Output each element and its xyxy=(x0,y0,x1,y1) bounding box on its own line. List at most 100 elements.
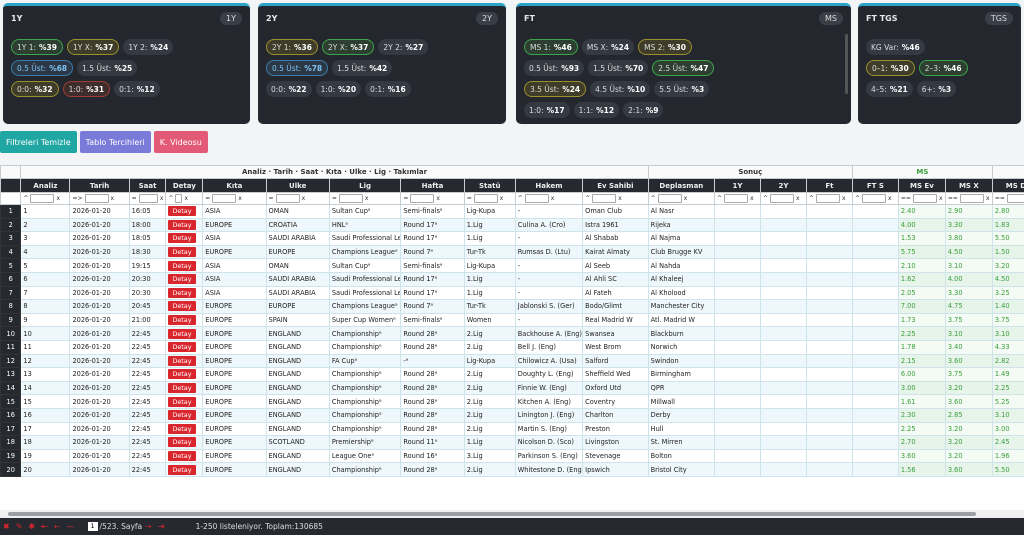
detail-button[interactable]: Detay xyxy=(168,301,196,312)
clear-filter-icon[interactable]: x xyxy=(887,195,892,202)
last-page-icon[interactable]: ⇥ xyxy=(157,522,165,531)
stat-pill[interactable]: 1.5 Üst: %25 xyxy=(77,60,138,76)
table-row[interactable]: 19 19 2026-01-20 22:45 Detay EUROPE ENGLAND Lea… xyxy=(0,448,1024,464)
column-header[interactable]: Detay xyxy=(165,178,204,193)
table-row[interactable]: 1 1 2026-01-20 16:05 Detay ASIA OMAN Sultan Cup… xyxy=(0,204,1024,219)
filter-operator[interactable]: = xyxy=(205,195,211,202)
clear-filter-icon[interactable]: x xyxy=(301,195,306,202)
column-header[interactable]: Hafta xyxy=(400,178,465,193)
clear-filter-icon[interactable]: x xyxy=(550,195,555,202)
videos-button[interactable]: K. Videosu xyxy=(153,131,208,153)
filter-input[interactable] xyxy=(657,194,682,203)
prev-page-icon[interactable]: ⇤ xyxy=(41,522,48,531)
stat-pill[interactable]: 6+: %3 xyxy=(916,81,957,97)
filter-operator[interactable]: = xyxy=(331,195,337,202)
table-row[interactable]: 18 18 2026-01-20 22:45 Detay EUROPE SCOTLAND Pr… xyxy=(0,435,1024,450)
table-row[interactable]: 13 13 2026-01-20 22:45 Detay EUROPE ENGLAND Cha… xyxy=(0,367,1024,382)
table-row[interactable]: 2 2 2026-01-20 18:00 Detay EUROPE CROATIA HNLᵃ R… xyxy=(0,217,1024,233)
table-row[interactable]: 12 12 2026-01-20 22:45 Detay EUROPE ENGLAND FA … xyxy=(0,353,1024,369)
detail-button[interactable]: Detay xyxy=(168,396,196,407)
clear-filter-icon[interactable]: x xyxy=(683,195,688,202)
stat-pill[interactable]: 1.5 Üst: %42 xyxy=(332,60,393,76)
stat-pill[interactable]: 5.5 Üst: %3 xyxy=(654,81,710,97)
table-row[interactable]: 15 15 2026-01-20 22:45 Detay EUROPE ENGLAND Cha… xyxy=(0,394,1024,409)
table-row[interactable]: 4 4 2026-01-20 18:30 Detay EUROPE EUROPE Champi… xyxy=(0,244,1024,260)
stat-pill[interactable]: 1Y 2: %24 xyxy=(123,39,174,55)
card-tag[interactable]: TGS xyxy=(984,11,1013,25)
detail-button[interactable]: Detay xyxy=(168,437,196,448)
table-row[interactable]: 5 5 2026-01-20 19:15 Detay ASIA OMAN Sultan Cup… xyxy=(0,258,1024,273)
filter-operator[interactable]: => xyxy=(72,195,83,202)
detail-button[interactable]: Detay xyxy=(168,342,196,353)
back-icon[interactable]: ⇠ xyxy=(53,522,61,531)
column-header[interactable]: Ulke xyxy=(265,178,330,193)
scrollbar-thumb[interactable] xyxy=(8,512,976,516)
stat-pill[interactable]: 0:1: %12 xyxy=(114,81,160,97)
stat-pill[interactable]: 2Y 1: %36 xyxy=(266,39,318,55)
clear-filter-icon[interactable]: x xyxy=(499,195,504,202)
column-header[interactable]: Lig xyxy=(328,178,402,193)
detail-button[interactable]: Detay xyxy=(168,410,196,421)
detail-button[interactable]: Detay xyxy=(168,450,196,461)
clear-filter-icon[interactable]: x xyxy=(985,195,990,202)
clear-filter-icon[interactable]: x xyxy=(796,195,800,202)
column-header[interactable]: Hakem xyxy=(514,178,584,193)
clear-filters-button[interactable]: Filtreleri Temizle xyxy=(0,131,77,153)
table-row[interactable]: 9 9 2026-01-20 21:00 Detay EUROPE SPAIN Super C… xyxy=(0,312,1024,328)
filter-input[interactable] xyxy=(30,194,55,203)
stat-pill[interactable]: 0.5 Üst: %78 xyxy=(266,60,329,76)
stat-pill[interactable]: MS 2: %30 xyxy=(638,39,692,55)
column-header[interactable]: Ev Sahibi xyxy=(582,178,649,193)
clear-filter-icon[interactable]: x xyxy=(841,195,846,202)
column-header[interactable]: Tarih xyxy=(69,178,130,193)
filter-operator[interactable]: ^ xyxy=(23,195,29,202)
filter-operator[interactable]: ^ xyxy=(763,195,769,202)
stat-pill[interactable]: 1:0: %31 xyxy=(62,81,111,97)
page-input[interactable]: 1 xyxy=(87,522,98,531)
stat-pill[interactable]: 1.5 Üst: %70 xyxy=(588,60,649,76)
stat-pill[interactable]: 1:0: %17 xyxy=(524,102,570,118)
filter-operator[interactable]: = xyxy=(466,195,472,202)
stat-pill[interactable]: 0:0: %22 xyxy=(266,81,312,97)
stat-pill[interactable]: 1:1: %12 xyxy=(573,102,620,118)
column-header[interactable]: Deplasman xyxy=(647,178,716,193)
stat-pill[interactable]: MS X: %24 xyxy=(581,39,635,55)
detail-button[interactable]: Detay xyxy=(168,369,196,380)
clear-filter-icon[interactable]: x xyxy=(238,195,242,202)
filter-input[interactable] xyxy=(1006,194,1024,203)
filter-input[interactable] xyxy=(912,194,937,203)
filter-operator[interactable]: = xyxy=(268,195,274,202)
stat-pill[interactable]: MS 1: %46 xyxy=(524,39,578,55)
card-tag[interactable]: MS xyxy=(819,11,843,25)
detail-button[interactable]: Detay xyxy=(168,315,196,326)
filter-input[interactable] xyxy=(84,194,109,203)
detail-button[interactable]: Detay xyxy=(168,206,196,217)
filter-input[interactable] xyxy=(959,194,984,203)
filter-operator[interactable]: ^ xyxy=(650,195,656,202)
filter-operator[interactable]: == xyxy=(947,195,958,202)
table-row[interactable]: 10 10 2026-01-20 22:45 Detay EUROPE ENGLAND Cha… xyxy=(0,326,1024,341)
table-preferences-button[interactable]: Tablo Tercihleri xyxy=(79,131,151,153)
stat-pill[interactable]: 4–5: %21 xyxy=(866,81,913,97)
filter-operator[interactable]: ^ xyxy=(517,195,523,202)
stat-pill[interactable]: 1Y X: %37 xyxy=(67,39,120,55)
table-row[interactable]: 6 6 2026-01-20 20:30 Detay ASIA SAUDI ARABIA Sa… xyxy=(0,271,1024,287)
stat-pill[interactable]: 4.5 Üst: %10 xyxy=(590,81,651,97)
filter-operator[interactable]: = xyxy=(403,195,409,202)
table-row[interactable]: 17 17 2026-01-20 22:45 Detay EUROPE ENGLAND Cha… xyxy=(0,421,1024,437)
column-header[interactable]: 1Y xyxy=(714,178,761,193)
filter-input[interactable] xyxy=(338,194,363,203)
column-header[interactable]: Kıta xyxy=(202,178,267,193)
stat-pill[interactable]: 3.5 Üst: %24 xyxy=(524,81,587,97)
detail-button[interactable]: Detay xyxy=(168,219,196,230)
stat-pill[interactable]: 1Y 1: %39 xyxy=(11,39,63,55)
horizontal-scrollbar[interactable] xyxy=(0,510,1024,518)
filter-input[interactable] xyxy=(815,194,840,203)
refresh-icon[interactable]: ✱ xyxy=(28,522,36,531)
detail-button[interactable]: Detay xyxy=(168,260,196,271)
clear-filter-icon[interactable]: x xyxy=(110,195,115,202)
detail-button[interactable]: Detay xyxy=(168,233,196,244)
column-header[interactable]: MS X xyxy=(944,178,993,193)
stat-pill[interactable]: 0:1: %16 xyxy=(365,81,411,97)
filter-input[interactable] xyxy=(473,194,498,203)
